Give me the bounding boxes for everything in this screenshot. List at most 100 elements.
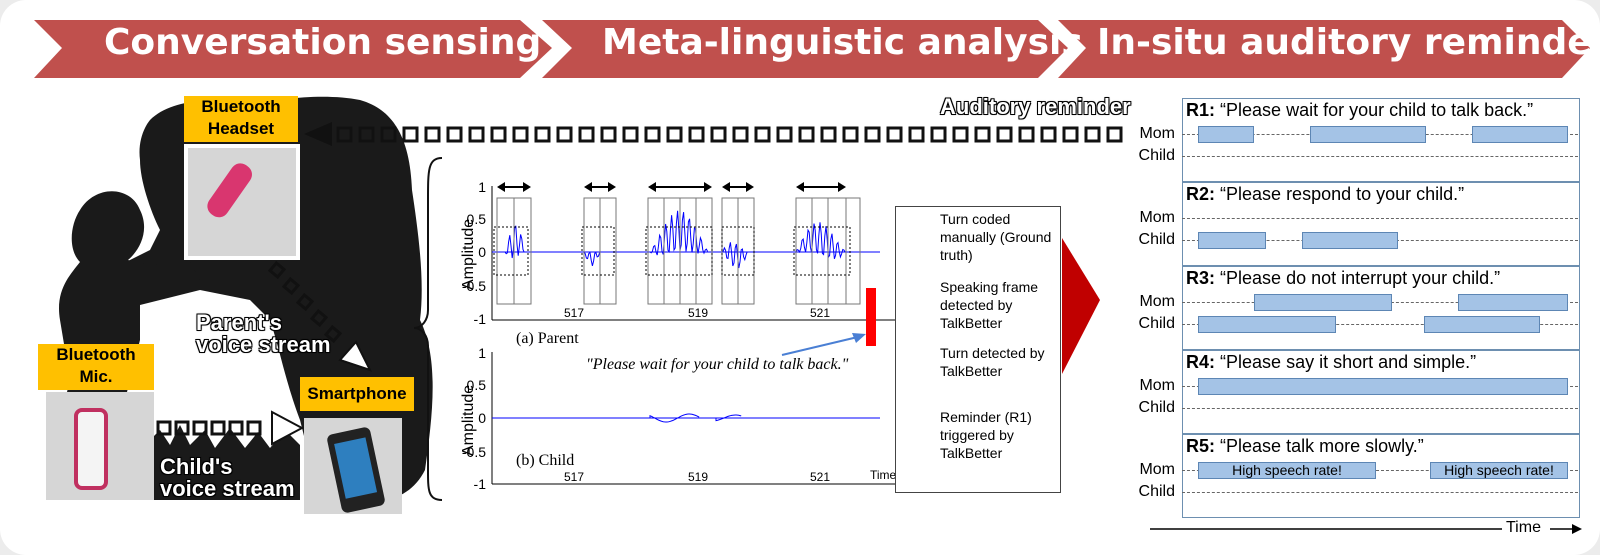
c-xtick-519: 519 [688, 470, 709, 484]
child-row-label: Child [1138, 483, 1175, 500]
stage-chevron-2 [542, 20, 1068, 78]
child-stream-label: Child's voice stream [160, 454, 295, 501]
turn-arrow [722, 182, 754, 192]
mom-speech-segment [1472, 126, 1568, 143]
c-tick-m05: -0.5 [461, 444, 486, 460]
trail-square [512, 126, 529, 143]
ground-truth-turn [645, 226, 713, 276]
mom-speech-segment [1254, 294, 1392, 311]
parent-caption: (a) Parent [516, 330, 579, 347]
trail-square [380, 126, 397, 143]
child-speech-segment [1198, 232, 1266, 249]
headset-label: Bluetooth Headset [184, 96, 298, 142]
trail-square [468, 126, 485, 143]
trail-square [908, 126, 925, 143]
p-tick-0: 0 [478, 244, 486, 260]
trail-square [776, 126, 793, 143]
reminder-title-1: R1: “Please wait for your child to talk … [1186, 100, 1533, 121]
child-timeline [1182, 324, 1578, 325]
speaking-frame [513, 197, 532, 305]
trail-square [228, 420, 244, 436]
reminder-id: R3: [1186, 268, 1216, 288]
turn-arrow [648, 182, 712, 192]
ground-truth-turns [493, 226, 851, 276]
child-speech-segment [1424, 316, 1540, 333]
mom-timeline [1182, 218, 1578, 219]
ground-truth-turn [793, 226, 851, 276]
reminder-id: R2: [1186, 184, 1216, 204]
child-speech-segment [1198, 316, 1336, 333]
reminder-panel-2 [1182, 182, 1580, 266]
trail-square [952, 126, 969, 143]
trail-square [732, 126, 749, 143]
trail-square [156, 420, 172, 436]
stage-chevron-1 [34, 20, 552, 78]
ground-truth-turn [493, 226, 529, 276]
c-tick-m1: -1 [473, 476, 486, 492]
child-speech-segment [1302, 232, 1398, 249]
child-speech-burst [715, 414, 742, 422]
legend-speaking-frame: Speaking frame detected by TalkBetter [940, 279, 1039, 331]
mom-speech-segment [1430, 462, 1568, 479]
mom-row-label: Mom [1139, 125, 1175, 142]
reminder-quote: "Please wait for your child to talk back… [586, 356, 849, 373]
trail-square [600, 126, 617, 143]
trail-square [210, 420, 226, 436]
c-xtick-521: 521 [810, 470, 831, 484]
parent-waveform [504, 210, 846, 269]
reminder-pointer-head [852, 333, 866, 343]
trail-square [930, 126, 947, 143]
p-xtick-519: 519 [688, 306, 709, 320]
trail-square [842, 126, 859, 143]
reminder-pointer-line [781, 335, 863, 356]
turn-arrow [584, 182, 616, 192]
ground-truth-turn [721, 226, 755, 276]
child-waveform [649, 413, 742, 423]
trail-square [1040, 126, 1057, 143]
c-xtick-517: 517 [564, 470, 585, 484]
child-timeline [1182, 156, 1578, 157]
mic-label: Bluetooth Mic. [38, 344, 154, 390]
trail-square [666, 126, 683, 143]
child-row-label: Child [1138, 147, 1175, 164]
trail-square [710, 126, 727, 143]
stage-title-sensing: Conversation sensing [104, 22, 542, 63]
mom-speech-segment [1458, 294, 1568, 311]
reminder-id: R1: [1186, 100, 1216, 120]
speaking-frames [496, 197, 861, 305]
child-row-label: Child [1138, 315, 1175, 332]
speaking-frame [845, 197, 861, 305]
trail-square [1106, 126, 1123, 143]
p-tick-05: 0.5 [466, 211, 486, 227]
stage-banner [34, 20, 1590, 78]
trail-square [886, 126, 903, 143]
p-tick-m1: -1 [473, 311, 486, 327]
trail-square [996, 126, 1013, 143]
turn-arrow [796, 182, 846, 192]
p-xtick-521: 521 [810, 306, 831, 320]
trail-square [490, 126, 507, 143]
reminder-text: “Please say it short and simple.” [1220, 352, 1477, 372]
c-tick-1: 1 [478, 345, 486, 361]
reminder-arrow [156, 126, 1123, 436]
trail-square [267, 260, 287, 280]
speaking-frame [599, 197, 617, 305]
child-row-label: Child [1138, 399, 1175, 416]
trail-square [798, 126, 815, 143]
high-speech-rate-label: High speech rate! [1444, 462, 1554, 478]
trail-square [974, 126, 991, 143]
mom-row-label: Mom [1139, 377, 1175, 394]
mom-speech-segment [1198, 126, 1254, 143]
time-arrowhead [1572, 524, 1582, 534]
legend-turn-detected: Turn detected by TalkBetter [940, 345, 1045, 379]
trail-square [622, 126, 639, 143]
parent-speech-burst [504, 225, 525, 259]
trail-square [754, 126, 771, 143]
auditory-reminder-label: Auditory reminder [940, 94, 1131, 119]
stage-title-reminder: In-situ auditory reminder [1097, 22, 1600, 63]
reminder-text: “Please talk more slowly.” [1220, 436, 1424, 456]
child-stream-arrowhead [271, 410, 305, 446]
ground-silhouette [150, 425, 300, 500]
trail-square [688, 126, 705, 143]
